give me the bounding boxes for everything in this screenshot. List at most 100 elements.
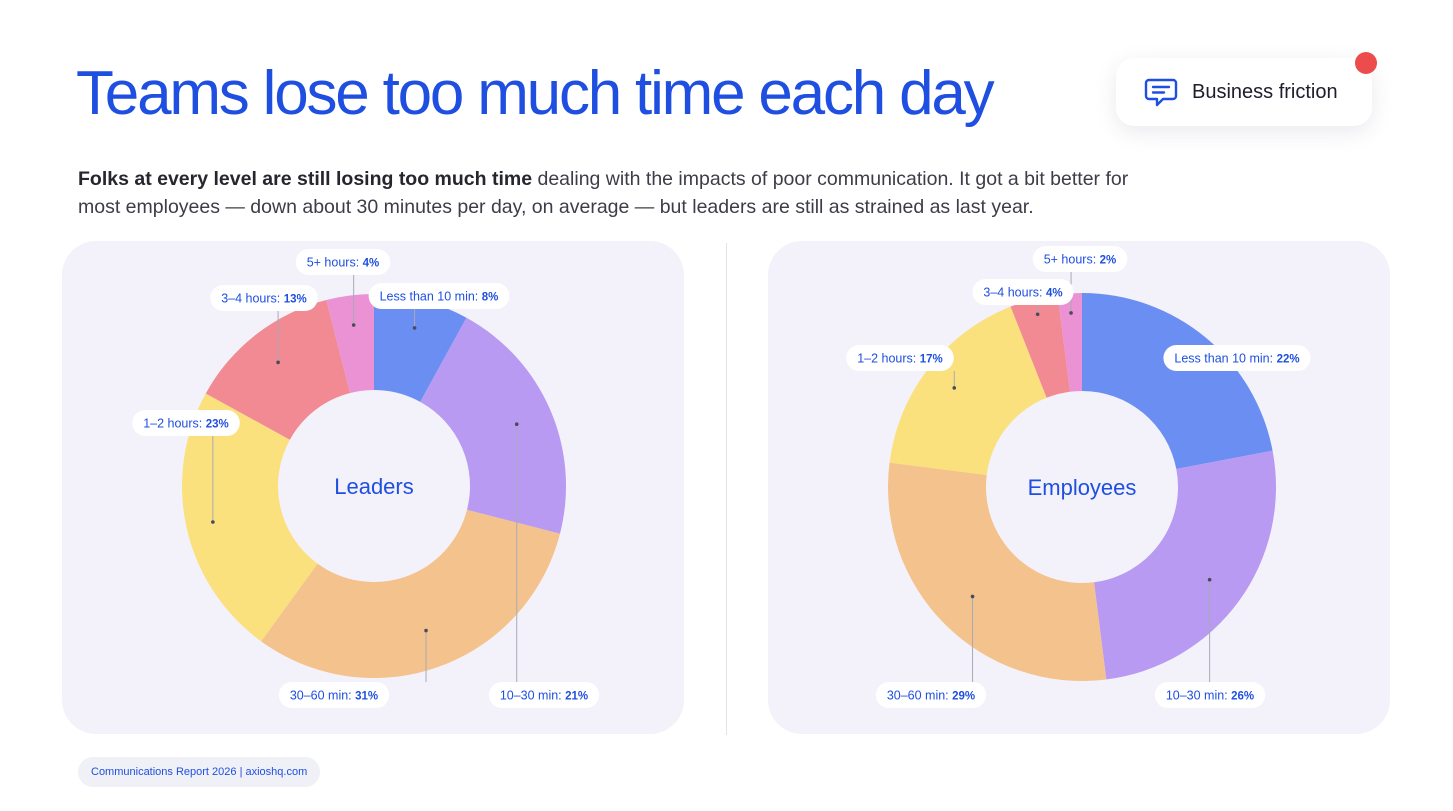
category-name: 5+ hours: <box>307 256 363 270</box>
slice-value: 21% <box>565 691 588 703</box>
chat-bubble-icon <box>1144 78 1178 107</box>
label-3-4-hours: 3–4 hours: 4% <box>972 279 1074 305</box>
slice-3-4-hours <box>1010 294 1070 398</box>
leader-dot-3-4-hours <box>1035 312 1040 317</box>
label-pill <box>1163 345 1311 371</box>
page-title: Teams lose too much time each day <box>76 59 995 128</box>
slice-10-30-min <box>1094 450 1276 680</box>
label-text: 10–30 min: 21% <box>500 689 588 703</box>
leader-dot-1-2-hours <box>952 386 957 390</box>
label-text: 10–30 min: 26% <box>1166 689 1254 703</box>
slice-5-plus-hours <box>1057 293 1082 392</box>
slice-5-plus-hours <box>326 294 374 394</box>
label-1-2-hours: 1–2 hours: 17% <box>846 345 954 371</box>
slice-value: 26% <box>1231 691 1254 703</box>
leader-dot-5-plus-hours <box>1069 311 1073 315</box>
label-pill <box>132 410 240 436</box>
label-pill <box>210 285 318 311</box>
label-5-plus-hours: 5+ hours: 4% <box>295 249 391 275</box>
slice-value: 22% <box>1277 354 1300 366</box>
intro-bold: Folks at every level are still losing to… <box>78 168 533 190</box>
slice-value: 4% <box>363 258 380 270</box>
label-text: 5+ hours: 4% <box>307 256 380 270</box>
leader-lines <box>952 272 1212 682</box>
label-30-60-min: 30–60 min: 29% <box>875 682 987 708</box>
leader-dot-less-than-10-min <box>412 326 417 330</box>
leader-dot-10-30-min <box>1207 577 1212 582</box>
footer-source: Communications Report 2026 | axioshq.com <box>78 757 321 787</box>
slice-labels: Less than 10 min: 8% 10–30 min: 21% 30–60 … <box>132 249 600 708</box>
category-name: 3–4 hours: <box>983 286 1046 300</box>
label-text: Less than 10 min: 8% <box>380 290 499 304</box>
label-text: 3–4 hours: 4% <box>983 286 1062 300</box>
label-text: 30–60 min: 29% <box>887 689 975 703</box>
slice-labels: Less than 10 min: 22% 10–30 min: 26% 30–60… <box>846 246 1311 708</box>
slice-10-30-min <box>420 317 566 534</box>
slice-1-2-hours <box>182 393 318 642</box>
leader-dot-30-60-min <box>970 594 975 599</box>
slices <box>182 294 566 678</box>
label-text: 3–4 hours: 13% <box>221 292 307 306</box>
badge-label: Business friction <box>1192 81 1338 103</box>
category-name: 3–4 hours: <box>221 292 284 306</box>
slice-1-2-hours <box>889 306 1047 475</box>
slice-less-than-10-min <box>374 294 467 402</box>
leaders-donut-chart: Less than 10 min: 8% 10–30 min: 21% 30–60 … <box>132 249 600 708</box>
label-30-60-min: 30–60 min: 31% <box>278 682 390 708</box>
slice-value: 23% <box>206 419 229 431</box>
panel-divider <box>726 243 727 735</box>
label-text: 1–2 hours: 23% <box>143 417 229 431</box>
slice-30-60-min <box>887 462 1107 681</box>
label-text: 30–60 min: 31% <box>290 689 378 703</box>
label-pill <box>972 279 1074 305</box>
intro-paragraph: Folks at every level are still losing to… <box>78 165 1158 221</box>
slice-30-60-min <box>261 509 560 678</box>
leader-dot-3-4-hours <box>276 360 280 365</box>
category-name: Less than 10 min: <box>1174 352 1276 366</box>
label-pill <box>488 682 600 708</box>
label-pill <box>1154 682 1266 708</box>
label-5-plus-hours: 5+ hours: 2% <box>1032 246 1128 272</box>
label-less-than-10-min: Less than 10 min: 8% <box>368 283 510 309</box>
label-10-30-min: 10–30 min: 21% <box>488 682 600 708</box>
slice-value: 31% <box>355 691 378 703</box>
label-pill <box>846 345 954 371</box>
label-pill <box>1032 246 1128 272</box>
category-name: 1–2 hours: <box>857 352 920 366</box>
slice-value: 4% <box>1046 288 1063 300</box>
leaders-chart-panel: Less than 10 min: 8% 10–30 min: 21% 30–60 … <box>62 241 684 734</box>
slice-value: 13% <box>284 294 307 306</box>
label-text: 1–2 hours: 17% <box>857 352 943 366</box>
slice-3-4-hours <box>205 300 351 440</box>
category-name: Less than 10 min: <box>380 290 482 304</box>
label-less-than-10-min: Less than 10 min: 22% <box>1163 345 1311 371</box>
slice-value: 8% <box>482 292 499 304</box>
leader-dot-30-60-min <box>424 628 428 633</box>
label-10-30-min: 10–30 min: 26% <box>1154 682 1266 708</box>
label-pill <box>875 682 987 708</box>
leader-lines <box>211 275 519 682</box>
label-pill <box>278 682 390 708</box>
label-3-4-hours: 3–4 hours: 13% <box>210 285 318 311</box>
employees-donut-chart: Less than 10 min: 22% 10–30 min: 26% 30–60… <box>846 246 1311 708</box>
label-pill <box>368 283 510 309</box>
slice-value: 29% <box>952 691 975 703</box>
slice-value: 2% <box>1100 255 1117 267</box>
slice-value: 17% <box>920 354 943 366</box>
leader-dot-10-30-min <box>514 422 519 427</box>
category-name: 10–30 min: <box>1166 689 1231 703</box>
center-label: Employees <box>1028 475 1137 500</box>
category-name: 5+ hours: <box>1044 253 1100 267</box>
leader-dot-1-2-hours <box>211 520 215 524</box>
intro-rest: dealing with the impacts of poor communi… <box>78 168 1129 218</box>
slices <box>887 293 1276 681</box>
business-friction-badge: Business friction <box>1116 52 1377 126</box>
label-text: Less than 10 min: 22% <box>1174 352 1299 366</box>
category-name: 30–60 min: <box>290 689 355 703</box>
label-1-2-hours: 1–2 hours: 23% <box>132 410 240 436</box>
leader-dot-5-plus-hours <box>351 323 356 327</box>
center-label: Leaders <box>334 474 414 499</box>
category-name: 1–2 hours: <box>143 417 206 431</box>
notification-dot <box>1355 52 1377 74</box>
label-text: 5+ hours: 2% <box>1044 253 1117 267</box>
